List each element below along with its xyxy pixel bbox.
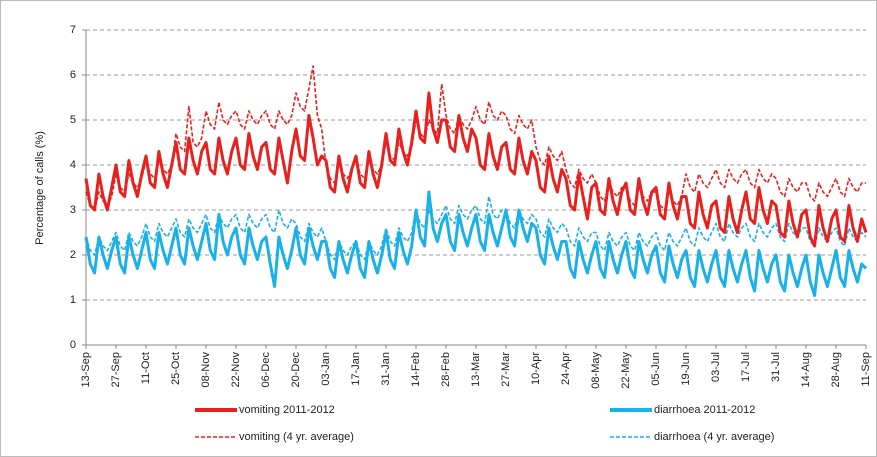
x-tick-label: 13-Mar: [470, 352, 482, 387]
x-tick-label: 11-Oct: [140, 352, 152, 384]
y-axis-label: Percentage of calls (%): [34, 131, 46, 245]
x-tick-label: 25-Oct: [170, 352, 182, 385]
y-tick-label: 1: [70, 294, 76, 306]
x-tick-label: 31-Jan: [380, 352, 392, 386]
x-tick-label: 27-Sep: [110, 352, 122, 387]
y-tick-label: 6: [70, 69, 76, 81]
x-tick-label: 08-May: [590, 352, 602, 389]
x-tick-label: 13-Sep: [80, 352, 92, 387]
x-tick-label: 19-Jun: [680, 352, 692, 386]
x-tick-label: 28-Aug: [830, 352, 842, 387]
legend-label: diarrhoea (4 yr. average): [654, 431, 774, 443]
y-tick-label: 0: [70, 339, 76, 351]
x-tick-label: 06-Dec: [260, 352, 272, 388]
legend-label: vomiting 2011-2012: [239, 404, 335, 416]
series-line: [85, 65, 866, 211]
x-tick-label: 08-Nov: [200, 352, 212, 388]
y-tick-label: 7: [70, 24, 76, 36]
x-tick-label: 22-May: [620, 352, 632, 389]
x-tick-label: 10-Apr: [530, 352, 542, 385]
x-tick-label: 28-Feb: [440, 352, 452, 387]
x-tick-label: 05-Jun: [650, 352, 662, 386]
legend-label: diarrhoea 2011-2012: [654, 404, 755, 416]
x-tick-label: 20-Dec: [290, 352, 302, 388]
y-tick-label: 2: [70, 249, 76, 261]
x-tick-label: 17-Jan: [350, 352, 362, 386]
x-tick-label: 03-Jan: [320, 352, 332, 386]
x-tick-label: 27-Mar: [500, 352, 512, 387]
x-tick-label: 14-Feb: [410, 352, 422, 387]
y-tick-label: 5: [70, 114, 76, 126]
series-line: [85, 195, 867, 261]
x-tick-label: 22-Nov: [230, 352, 242, 388]
x-tick-label: 31-Jul: [770, 352, 782, 382]
x-tick-label: 17-Jul: [740, 352, 752, 382]
legend-label: vomiting (4 yr. average): [239, 431, 354, 443]
series-line: [84, 91, 868, 248]
x-tick-label: 03-Jul: [710, 352, 722, 382]
y-tick-label: 4: [70, 159, 76, 171]
x-tick-label: 11-Sep: [860, 352, 872, 387]
x-tick-label: 24-Apr: [560, 352, 572, 385]
series-line: [84, 190, 868, 297]
x-tick-label: 14-Aug: [800, 352, 812, 387]
y-tick-label: 3: [70, 204, 76, 216]
